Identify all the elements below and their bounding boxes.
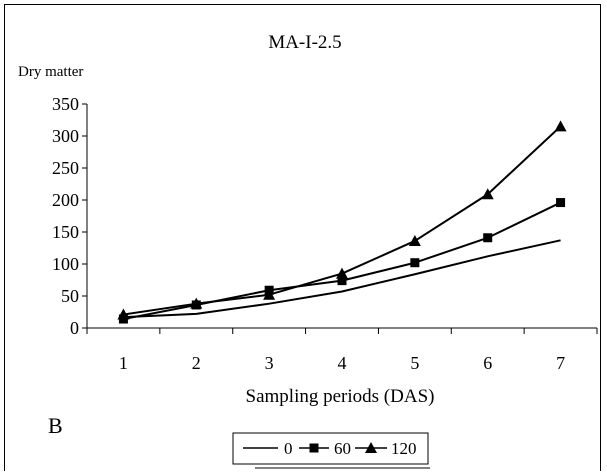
y-tick-label: 350 [52, 94, 79, 114]
x-tick-label: 4 [338, 353, 347, 373]
x-tick-label: 2 [192, 353, 201, 373]
y-tick-label: 100 [52, 254, 79, 274]
x-tick-label: 1 [119, 353, 128, 373]
legend-label-0: 0 [284, 439, 293, 458]
series-line-120 [123, 126, 560, 314]
legend-marker-60 [310, 444, 319, 453]
data-point-120 [555, 120, 567, 131]
x-axis-label: Sampling periods (DAS) [246, 386, 435, 407]
series-line-60 [123, 203, 560, 319]
x-ticks: 1 2 3 4 5 6 7 [87, 328, 597, 373]
y-tick-label: 300 [52, 126, 79, 146]
data-point-60 [556, 198, 565, 207]
legend-label-120: 120 [391, 439, 417, 458]
y-tick-label: 250 [52, 158, 79, 178]
x-tick-label: 3 [265, 353, 274, 373]
data-point-120 [409, 235, 421, 246]
y-tick-label: 0 [70, 318, 79, 338]
data-point-60 [483, 233, 492, 242]
legend: 0 60 120 [233, 433, 430, 468]
x-tick-label: 7 [556, 353, 565, 373]
chart-title: MA-I-2.5 [268, 32, 341, 53]
x-tick-label: 5 [410, 353, 419, 373]
data-point-120 [336, 268, 348, 279]
y-tick-label: 50 [61, 286, 79, 306]
y-tick-label: 200 [52, 190, 79, 210]
legend-label-60: 60 [334, 439, 351, 458]
y-tick-label: 150 [52, 222, 79, 242]
data-point-60 [410, 258, 419, 267]
series-group [117, 120, 566, 323]
x-tick-label: 6 [483, 353, 492, 373]
panel-label: B [48, 413, 63, 438]
y-ticks: 0 50 100 150 200 250 300 350 [52, 94, 87, 338]
y-axis-label: Dry matter [18, 64, 83, 80]
